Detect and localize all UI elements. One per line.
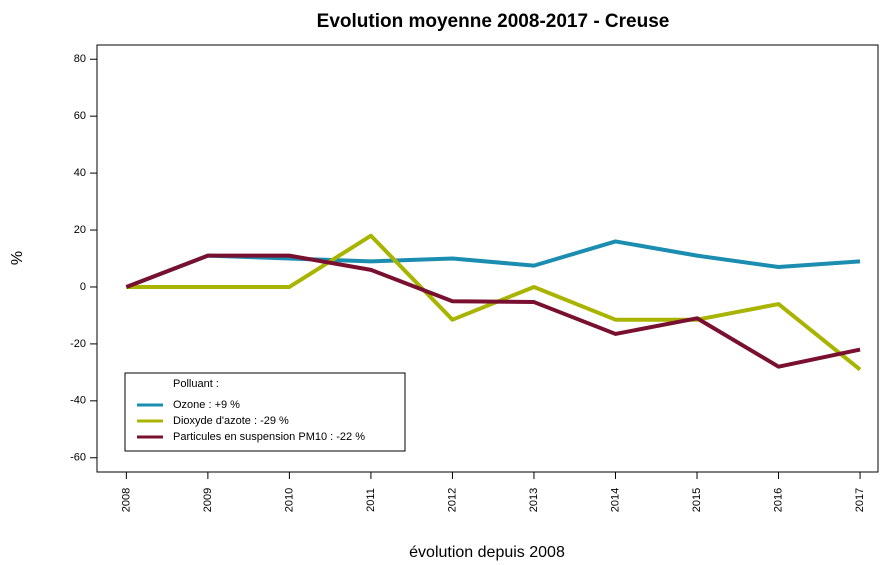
y-tick-label: -40 [70, 395, 86, 407]
y-axis-label: % [9, 251, 26, 265]
y-tick-label: 80 [74, 53, 86, 65]
x-axis-label: évolution depuis 2008 [409, 544, 565, 561]
series-line [125, 253, 861, 369]
x-tick-label: 2011 [365, 488, 377, 512]
y-tick-label: 60 [74, 110, 86, 122]
x-tick-label: 2014 [609, 488, 621, 512]
legend-box [124, 372, 406, 452]
x-tick-label: 2016 [772, 488, 784, 512]
x-tick-label: 2013 [528, 488, 540, 512]
legend-label: Dioxyde d'azote : -29 % [173, 415, 289, 427]
x-tick-label: 2017 [854, 488, 866, 512]
x-tick-label: 2008 [120, 488, 132, 512]
x-tick-label: 2012 [446, 488, 458, 512]
chart-title: Evolution moyenne 2008-2017 - Creuse [317, 11, 670, 32]
y-tick-label: 20 [74, 224, 86, 236]
plot-frame [96, 44, 879, 473]
y-tick-label: 40 [74, 167, 86, 179]
y-tick-label: 0 [80, 281, 86, 293]
x-tick-label: 2009 [202, 488, 214, 512]
x-tick-label: 2015 [691, 488, 703, 512]
legend-title: Polluant : [173, 378, 219, 390]
y-tick-label: -60 [70, 452, 86, 464]
series-line [125, 239, 861, 289]
legend-label: Ozone : +9 % [173, 399, 240, 411]
x-tick-label: 2010 [283, 488, 295, 512]
y-tick-label: -20 [70, 338, 86, 350]
legend-label: Particules en suspension PM10 : -22 % [173, 431, 365, 443]
